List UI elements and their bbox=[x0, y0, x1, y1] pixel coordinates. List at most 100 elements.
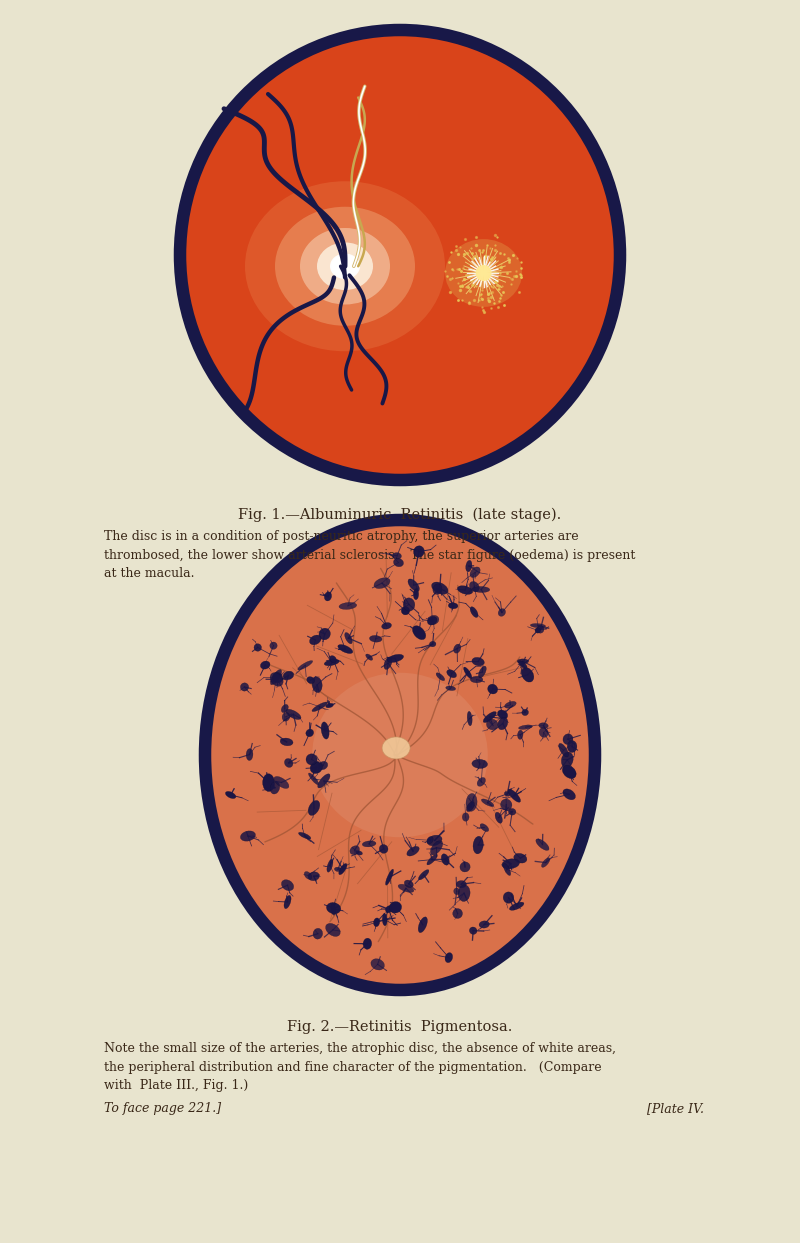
Ellipse shape bbox=[502, 859, 519, 869]
Ellipse shape bbox=[473, 587, 490, 593]
Ellipse shape bbox=[479, 921, 490, 929]
Text: Fig. 2.—Retinitis  Pigmentosa.: Fig. 2.—Retinitis Pigmentosa. bbox=[287, 1021, 513, 1034]
Ellipse shape bbox=[285, 758, 293, 767]
Ellipse shape bbox=[488, 684, 498, 694]
Ellipse shape bbox=[501, 799, 512, 810]
Ellipse shape bbox=[464, 667, 472, 679]
Ellipse shape bbox=[312, 702, 327, 711]
Ellipse shape bbox=[504, 792, 510, 797]
Ellipse shape bbox=[318, 774, 330, 788]
Ellipse shape bbox=[477, 777, 486, 787]
Ellipse shape bbox=[522, 667, 534, 682]
Ellipse shape bbox=[245, 181, 445, 352]
Ellipse shape bbox=[414, 589, 418, 599]
Ellipse shape bbox=[308, 871, 319, 881]
Ellipse shape bbox=[350, 845, 359, 855]
Ellipse shape bbox=[482, 799, 494, 807]
Ellipse shape bbox=[466, 561, 472, 572]
Ellipse shape bbox=[567, 741, 577, 752]
Ellipse shape bbox=[308, 800, 320, 815]
Ellipse shape bbox=[427, 617, 437, 625]
Ellipse shape bbox=[462, 813, 469, 822]
Ellipse shape bbox=[407, 846, 419, 856]
Ellipse shape bbox=[298, 660, 313, 670]
Ellipse shape bbox=[280, 738, 293, 746]
Ellipse shape bbox=[386, 869, 394, 885]
Ellipse shape bbox=[448, 603, 458, 609]
Ellipse shape bbox=[514, 854, 527, 863]
Ellipse shape bbox=[542, 858, 550, 868]
Ellipse shape bbox=[338, 645, 353, 654]
Ellipse shape bbox=[246, 748, 253, 761]
Ellipse shape bbox=[518, 730, 523, 740]
Ellipse shape bbox=[286, 710, 301, 720]
Ellipse shape bbox=[408, 579, 419, 592]
Ellipse shape bbox=[284, 895, 291, 909]
Ellipse shape bbox=[431, 582, 448, 594]
Ellipse shape bbox=[472, 759, 487, 768]
Ellipse shape bbox=[310, 762, 322, 773]
Ellipse shape bbox=[254, 644, 262, 651]
Ellipse shape bbox=[563, 733, 573, 745]
Ellipse shape bbox=[310, 635, 321, 645]
Ellipse shape bbox=[374, 578, 390, 589]
Ellipse shape bbox=[270, 641, 277, 649]
Ellipse shape bbox=[374, 917, 380, 926]
Ellipse shape bbox=[261, 661, 270, 669]
Ellipse shape bbox=[418, 870, 429, 880]
Ellipse shape bbox=[537, 625, 544, 633]
Ellipse shape bbox=[326, 704, 334, 707]
Ellipse shape bbox=[306, 753, 317, 764]
Ellipse shape bbox=[339, 603, 357, 609]
Ellipse shape bbox=[473, 837, 483, 854]
Ellipse shape bbox=[427, 835, 442, 845]
Ellipse shape bbox=[226, 792, 236, 798]
Ellipse shape bbox=[382, 914, 387, 926]
Ellipse shape bbox=[563, 789, 575, 799]
Ellipse shape bbox=[327, 859, 333, 873]
Ellipse shape bbox=[418, 917, 427, 932]
Ellipse shape bbox=[503, 892, 514, 904]
Ellipse shape bbox=[413, 625, 426, 640]
Ellipse shape bbox=[312, 672, 488, 838]
Ellipse shape bbox=[498, 609, 506, 617]
Ellipse shape bbox=[498, 710, 508, 718]
Ellipse shape bbox=[470, 607, 478, 618]
Ellipse shape bbox=[454, 888, 460, 895]
Ellipse shape bbox=[363, 938, 372, 950]
Ellipse shape bbox=[503, 864, 510, 875]
Ellipse shape bbox=[495, 812, 502, 823]
Ellipse shape bbox=[326, 924, 340, 936]
Ellipse shape bbox=[470, 582, 479, 592]
Ellipse shape bbox=[517, 659, 529, 664]
Ellipse shape bbox=[390, 901, 402, 914]
Ellipse shape bbox=[433, 584, 442, 594]
Ellipse shape bbox=[562, 766, 576, 778]
Ellipse shape bbox=[458, 585, 473, 594]
Ellipse shape bbox=[522, 710, 529, 716]
Ellipse shape bbox=[274, 777, 289, 788]
Ellipse shape bbox=[282, 880, 294, 891]
Ellipse shape bbox=[430, 840, 442, 855]
Ellipse shape bbox=[338, 864, 347, 875]
Ellipse shape bbox=[370, 635, 382, 643]
Ellipse shape bbox=[536, 839, 549, 850]
Ellipse shape bbox=[283, 671, 294, 680]
Ellipse shape bbox=[321, 722, 329, 740]
Ellipse shape bbox=[313, 929, 322, 940]
Ellipse shape bbox=[300, 227, 390, 305]
Ellipse shape bbox=[282, 712, 290, 721]
Ellipse shape bbox=[470, 567, 480, 578]
Ellipse shape bbox=[362, 840, 376, 846]
Ellipse shape bbox=[240, 682, 249, 691]
Ellipse shape bbox=[304, 871, 312, 879]
Ellipse shape bbox=[394, 558, 403, 567]
Ellipse shape bbox=[273, 672, 282, 682]
Ellipse shape bbox=[270, 670, 282, 685]
Ellipse shape bbox=[535, 628, 541, 633]
Ellipse shape bbox=[445, 952, 453, 962]
Ellipse shape bbox=[445, 239, 522, 307]
Ellipse shape bbox=[366, 654, 373, 660]
Text: The disc is in a condition of post-neuritic atrophy, the superior arteries are
t: The disc is in a condition of post-neuri… bbox=[104, 530, 635, 580]
Ellipse shape bbox=[562, 752, 573, 768]
